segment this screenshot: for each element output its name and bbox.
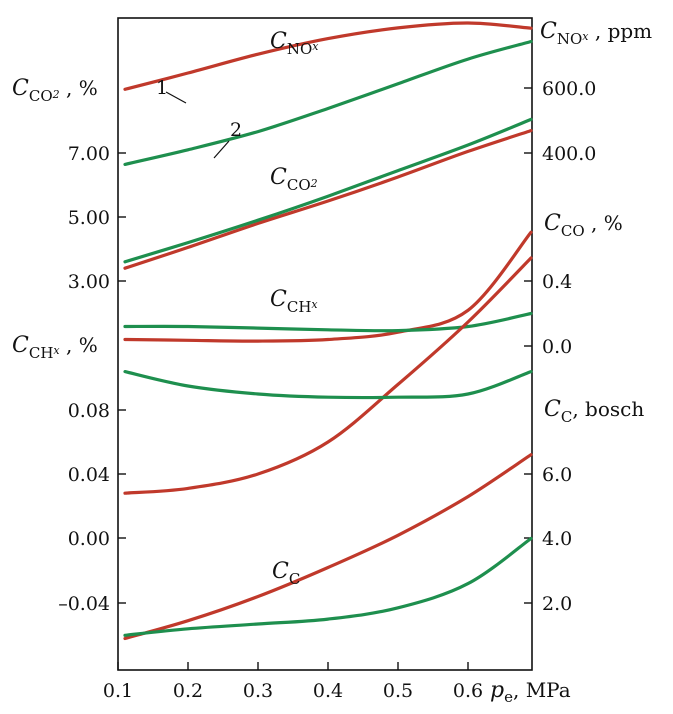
marker-1: 1 <box>156 77 168 99</box>
right-tick-label-0-0: 600.0 <box>542 78 596 100</box>
marker-1-leader <box>165 91 187 104</box>
right-tick-label-2-0: 6.0 <box>542 464 572 486</box>
curve-co2-1 <box>123 129 533 270</box>
axis-ticks <box>117 87 532 670</box>
axis-tick-labels: 0.1 0.2 0.3 0.4 0.5 0.6 7.00 5.00 3.00 0.08 0.04 0.… <box>58 78 596 702</box>
right-tick-label-1-0: 0.4 <box>542 271 572 293</box>
left-tick-label-1-3: –0.04 <box>58 593 110 615</box>
x-tick-label-2: 0.3 <box>243 680 273 702</box>
x-tick-label-4: 0.5 <box>383 680 413 702</box>
plot-frame <box>117 17 533 671</box>
x-tick-label-5: 0.6 <box>453 680 483 702</box>
curve-label-chx: CCHx <box>270 287 318 316</box>
right-axis-label-co: CCO , % <box>544 211 623 240</box>
curve-markers: 12 <box>156 77 242 159</box>
curve-chx-1 <box>123 256 533 495</box>
right-tick-label-1-1: 0.0 <box>542 336 572 358</box>
left-tick-label-0-0: 7.00 <box>68 143 110 165</box>
curve-co-1 <box>123 230 533 343</box>
curve-co2-2 <box>123 117 533 264</box>
curve-c-2 <box>123 536 533 637</box>
right-tick-label-2-1: 4.0 <box>542 528 572 550</box>
right-tick-label-2-2: 2.0 <box>542 593 572 615</box>
right-axis-label-nox: CNOx , ppm <box>540 19 652 48</box>
left-tick-label-0-2: 3.00 <box>68 271 110 293</box>
left-tick-label-1-2: 0.00 <box>68 528 110 550</box>
curve-label-co2: CCO2 <box>270 165 318 194</box>
curve-nox-2 <box>123 39 533 166</box>
curve-co-2 <box>123 311 533 333</box>
left-axis-label-co2: CCO2 , % <box>12 76 98 105</box>
left-tick-label-0-1: 5.00 <box>68 207 110 229</box>
right-axis-label-c: CC, bosch <box>544 397 644 426</box>
x-axis-label: pe, MPa <box>490 678 571 706</box>
curve-chx-2 <box>123 370 533 400</box>
left-tick-label-1-0: 0.08 <box>68 400 110 422</box>
x-tick-label-1: 0.2 <box>173 680 203 702</box>
data-curves <box>123 21 533 641</box>
x-tick-label-0: 0.1 <box>103 680 133 702</box>
axis-labels: CCO2 , % CCHx , % CNOx , ppm CCO , % CC, bos… <box>12 19 652 706</box>
left-axis-label-chx: CCHx , % <box>12 333 98 362</box>
curve-c-1 <box>123 453 533 641</box>
marker-2: 2 <box>230 119 242 141</box>
x-tick-label-3: 0.4 <box>313 680 343 702</box>
marker-2-leader <box>213 140 230 159</box>
right-tick-label-0-1: 400.0 <box>542 143 596 165</box>
curve-label-c: CC <box>272 559 300 588</box>
curve-nox-1 <box>123 21 533 91</box>
curve-label-nox: CNOx <box>270 29 319 58</box>
left-tick-label-1-1: 0.04 <box>68 464 110 486</box>
